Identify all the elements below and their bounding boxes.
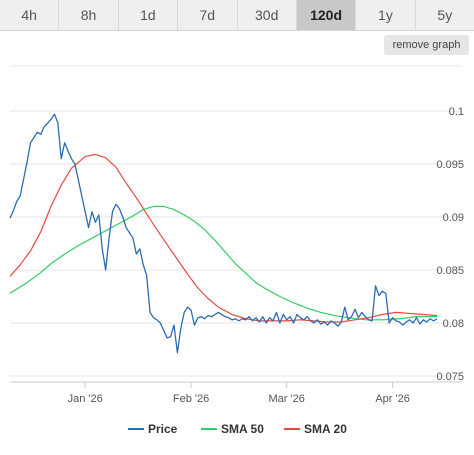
y-tick-label: 0.09 [443,212,464,224]
legend-label-price[interactable]: Price [148,422,178,436]
tab-120d[interactable]: 120d [296,0,357,30]
legend: Price SMA 50 SMA 20 [128,422,347,436]
legend-label-sma-20[interactable]: SMA 20 [304,422,347,436]
series-line-price [9,113,438,354]
series-lines [9,113,438,354]
y-tick-label: 0.085 [436,265,464,277]
tab-4h[interactable]: 4h [0,0,60,30]
y-tick-label: 0.08 [443,318,464,330]
series-line-sma-50 [9,205,437,321]
x-tick-label: Apr '26 [375,393,410,405]
grid-lines [10,110,462,377]
y-tick-label: 0.1 [449,106,464,118]
series-line-sma-20 [9,153,438,323]
timeframe-tabs: 4h 8h 1d 7d 30d 120d 1y 5y [0,0,474,31]
remove-graph-button[interactable]: remove graph [384,35,469,55]
tab-5y[interactable]: 5y [415,0,474,30]
tab-1d[interactable]: 1d [118,0,179,30]
x-axis-ticks: Jan '26 Feb '26 Mar '26 Apr '26 [68,382,410,405]
y-tick-label: 0.075 [436,371,464,383]
tab-8h[interactable]: 8h [59,0,119,30]
x-tick-label: Jan '26 [68,393,103,405]
tab-7d[interactable]: 7d [178,0,238,30]
legend-label-sma-50[interactable]: SMA 50 [221,422,264,436]
x-tick-label: Mar '26 [269,393,305,405]
x-tick-label: Feb '26 [173,393,209,405]
tab-30d[interactable]: 30d [237,0,297,30]
tab-1y[interactable]: 1y [356,0,416,30]
y-tick-label: 0.095 [436,159,464,171]
y-axis-ticks: 0.1 0.095 0.09 0.085 0.08 0.075 [436,106,464,383]
